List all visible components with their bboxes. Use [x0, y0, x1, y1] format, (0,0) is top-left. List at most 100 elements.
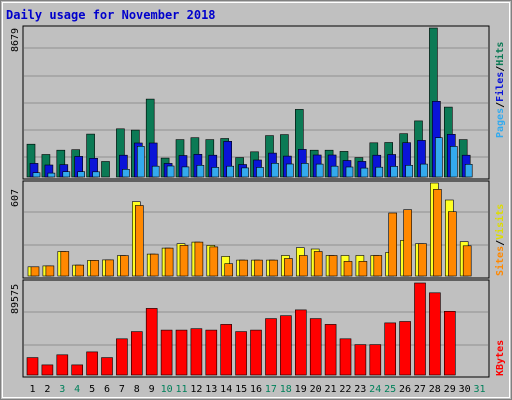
- legend-files: Files: [494, 72, 506, 102]
- x-tick-label-day-13: 13: [205, 384, 217, 395]
- bar-kbytes-day-22: [339, 338, 352, 376]
- bar-sites-day-8: [135, 205, 144, 277]
- bar-pages-day-20: [315, 163, 324, 178]
- bar-kbytes-day-26: [399, 321, 411, 376]
- bar-sites-day-6: [105, 259, 114, 277]
- bar-sites-day-20: [313, 251, 323, 277]
- bar-kbytes-day-27: [414, 282, 426, 376]
- bar-pages-day-28: [435, 137, 443, 178]
- bar-pages-day-4: [77, 171, 85, 178]
- x-tick-label-day-6: 6: [104, 384, 110, 395]
- bar-sites-day-7: [120, 255, 129, 277]
- x-tick-label-day-5: 5: [89, 384, 95, 395]
- bar-sites-day-9: [149, 253, 159, 277]
- x-tick-label-day-22: 22: [339, 384, 351, 395]
- x-tick-label-day-28: 28: [429, 384, 441, 395]
- bar-kbytes-day-2: [41, 364, 54, 376]
- bar-sites-day-15: [239, 259, 248, 277]
- x-axis-labels: 1 2 3 4 5 6 7 8 9 10 11 12 13 14 15 16 17 18 19 20 21 22 23 24 2…: [29, 384, 485, 395]
- bar-pages-day-14: [226, 165, 234, 178]
- x-tick-label-day-10: 10: [161, 384, 173, 395]
- bar-kbytes-day-12: [190, 328, 203, 376]
- bar-sites-day-14: [224, 263, 233, 277]
- legend-kbytes: KBytes: [495, 340, 506, 376]
- bar-kbytes-day-1: [26, 357, 39, 376]
- x-tick-label-day-11: 11: [175, 384, 187, 395]
- bar-pages-day-30: [464, 164, 473, 178]
- x-tick-label-day-30: 30: [459, 384, 471, 395]
- bar-sites-day-12: [194, 241, 204, 277]
- x-tick-label-day-19: 19: [295, 384, 307, 395]
- bar-kbytes-day-7: [116, 338, 128, 376]
- hits-max-label: 8679: [10, 28, 21, 52]
- bar-pages-day-25: [390, 166, 399, 178]
- bar-sites-day-26: [403, 209, 412, 277]
- x-tick-label-day-8: 8: [134, 384, 140, 395]
- x-tick-label-day-23: 23: [354, 384, 366, 395]
- x-tick-label-day-25: 25: [384, 384, 396, 395]
- bar-sites-day-18: [284, 258, 293, 277]
- bar-kbytes-day-13: [205, 329, 218, 376]
- bar-kbytes-day-17: [265, 318, 277, 376]
- x-tick-label-day-31: 31: [473, 384, 485, 395]
- bar-kbytes-day-21: [324, 324, 337, 376]
- x-tick-label-day-2: 2: [44, 384, 50, 395]
- bar-pages-day-11: [181, 166, 190, 178]
- bar-kbytes-day-15: [235, 331, 247, 376]
- bar-kbytes-day-5: [86, 351, 98, 376]
- bar-kbytes-day-24: [369, 344, 382, 376]
- bar-kbytes-day-4: [71, 364, 83, 376]
- bar-pages-day-7: [122, 169, 130, 178]
- legend-hits: Hits: [494, 42, 506, 66]
- bar-kbytes-day-11: [175, 329, 188, 376]
- bar-kbytes-day-29: [443, 310, 456, 376]
- x-tick-label-day-18: 18: [280, 384, 292, 395]
- x-tick-label-day-26: 26: [399, 384, 411, 395]
- bar-sites-day-28: [433, 189, 442, 277]
- bar-kbytes-day-10: [160, 329, 173, 376]
- bar-pages-day-21: [330, 165, 339, 178]
- bar-sites-day-24: [373, 255, 383, 277]
- bar-pages-day-5: [92, 171, 100, 178]
- x-tick-label-day-16: 16: [250, 384, 262, 395]
- x-tick-label-day-3: 3: [59, 384, 65, 395]
- x-tick-label-day-12: 12: [190, 384, 202, 395]
- x-tick-label-day-17: 17: [265, 384, 277, 395]
- chart-marks: [26, 27, 473, 376]
- bar-sites-day-1: [30, 266, 40, 277]
- x-tick-label-day-14: 14: [220, 384, 232, 395]
- bar-sites-day-13: [209, 246, 219, 277]
- bar-pages-day-8: [137, 146, 145, 178]
- bar-sites-day-16: [254, 259, 263, 277]
- bar-kbytes-day-19: [294, 309, 307, 376]
- bar-pages-day-27: [420, 163, 428, 178]
- bar-sites-day-10: [164, 247, 174, 277]
- bar-pages-day-15: [241, 167, 249, 178]
- x-tick-label-day-7: 7: [119, 384, 125, 395]
- visits-max-label: 607: [10, 189, 21, 207]
- bar-pages-day-24: [375, 166, 384, 178]
- bar-sites-day-30: [462, 245, 472, 277]
- bar-pages-day-1: [32, 172, 41, 178]
- bar-kbytes-day-14: [220, 324, 232, 376]
- bar-kbytes-day-8: [131, 331, 143, 376]
- bar-pages-day-17: [271, 163, 279, 178]
- bar-kbytes-day-18: [280, 315, 292, 376]
- legend-sites-visits: Sites/Visits: [494, 204, 506, 276]
- bar-sites-day-4: [75, 264, 84, 277]
- bar-sites-day-17: [269, 259, 278, 277]
- bar-sites-day-19: [298, 255, 308, 277]
- legend-hits-files-pages: Pages/Files/Hits: [494, 42, 506, 138]
- bar-pages-day-19: [300, 163, 309, 178]
- legend-pages: Pages: [495, 108, 506, 138]
- bar-kbytes-day-23: [354, 344, 367, 376]
- x-tick-label-day-24: 24: [369, 384, 381, 395]
- bar-kbytes-day-25: [384, 322, 397, 376]
- bar-sites-day-23: [358, 261, 368, 277]
- bar-sites-day-11: [179, 245, 189, 277]
- bar-sites-day-27: [418, 243, 427, 277]
- bar-sites-day-5: [90, 260, 99, 277]
- bar-kbytes-day-28: [429, 292, 441, 376]
